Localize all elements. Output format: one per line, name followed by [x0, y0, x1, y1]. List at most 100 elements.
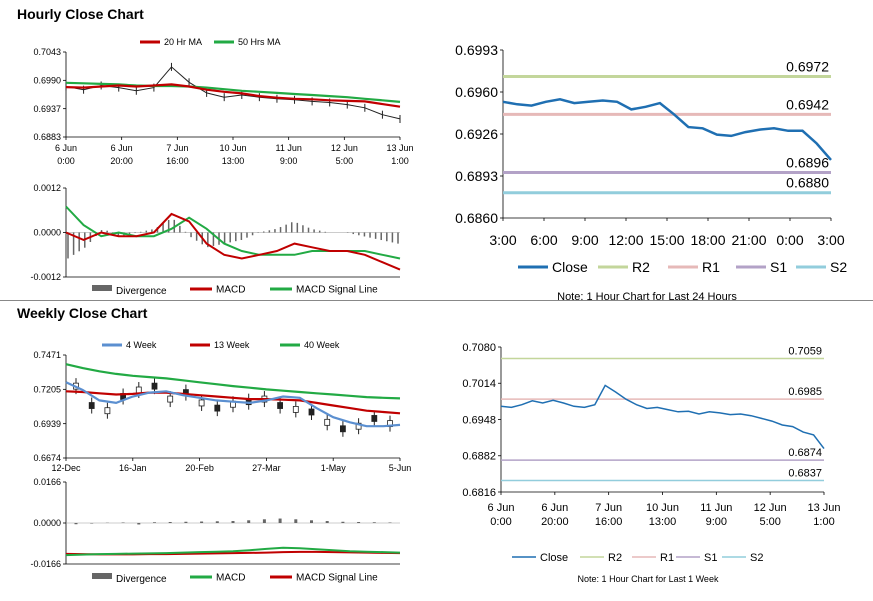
lastweek-xtick-label: 13:00 [649, 516, 677, 528]
hourly-price-xtick-label: 5:00 [336, 156, 354, 166]
weekly-price-xtick-label: 27-Mar [252, 463, 281, 473]
legend-macd-signal-label: MACD Signal Line [296, 285, 378, 296]
weekly-candle-body [167, 395, 174, 403]
last24-xtick-label: 9:00 [571, 232, 598, 248]
legend-divergence-label: Divergence [116, 286, 167, 297]
lastweek-level-label-r2: 0.7059 [788, 346, 822, 358]
weekly-candle-body [88, 402, 95, 409]
hourly-close-line [65, 66, 401, 120]
lastweek-legend-close-label: Close [540, 552, 568, 564]
legend-ma50-label: 50 Hrs MA [238, 37, 281, 47]
lastweek-xtick-label: 13 Jun [807, 502, 840, 514]
last24-level-label-r2: 0.6972 [786, 59, 829, 75]
lastweek-xtick-label: 0:00 [490, 516, 511, 528]
lastweek-legend-r1-label: R1 [660, 552, 674, 564]
weekly-price-ytick-label: 0.7205 [33, 384, 61, 394]
hourly-price-ytick-label: 0.6883 [33, 132, 61, 142]
weekly-candle-body [214, 404, 221, 412]
lastweek-ytick-label: 0.6882 [462, 451, 496, 463]
lastweek-level-label-s1: 0.6874 [788, 447, 822, 459]
last24-ytick-label: 0.6893 [455, 168, 498, 184]
last24-legend-r1-label: R1 [702, 259, 720, 275]
lastweek-legend-s1-label: S1 [704, 552, 717, 564]
weekly-macd-ytick-label: 0.0000 [33, 518, 61, 528]
hourly-section-title: Hourly Close Chart [17, 6, 144, 22]
lastweek-ytick-label: 0.7080 [462, 342, 496, 354]
lastweek-ytick-label: 0.6816 [462, 487, 496, 499]
lastweek-legend-r2-label: R2 [608, 552, 622, 564]
weekly-price-xtick-label: 5-Jun [389, 463, 412, 473]
hourly-price-xtick-label: 13 Jun [386, 143, 413, 153]
week40-line [65, 363, 401, 400]
hourly-macd-ytick-label: 0.0000 [33, 228, 61, 238]
hourly-price-xtick-label: 13:00 [222, 156, 245, 166]
lastweek-xtick-label: 10 Jun [646, 502, 679, 514]
last24-level-label-r1: 0.6942 [786, 96, 829, 112]
hourly-price-ytick-label: 0.6990 [33, 75, 61, 85]
hourly-macd-ytick-label: -0.0012 [30, 272, 61, 282]
weekly-candle-body [371, 415, 378, 422]
hourly-price-ytick-label: 0.7043 [33, 47, 61, 57]
hourly-price-xtick-label: 16:00 [166, 156, 189, 166]
hourly-macd-line [65, 212, 401, 271]
weekly-candle-body [135, 386, 142, 394]
lastweek-xtick-label: 5:00 [759, 516, 780, 528]
weekly-candle-body [104, 407, 111, 415]
lastweek-ytick-label: 0.7014 [462, 378, 496, 390]
lastweek-xtick-label: 12 Jun [754, 502, 787, 514]
hourly-price-xtick-label: 1:00 [391, 156, 409, 166]
lastweek-xtick-label: 6 Jun [488, 502, 515, 514]
lastweek-xtick-label: 11 Jun [700, 502, 732, 514]
ma20-line [65, 83, 401, 108]
lastweek-legend-s2-label: S2 [750, 552, 763, 564]
weekly-candle-body [198, 399, 205, 407]
last24-xtick-label: 18:00 [690, 232, 725, 248]
last24-close-line [502, 98, 832, 161]
legend-week4-label: 4 Week [126, 340, 157, 350]
weekly-section-title: Weekly Close Chart [17, 305, 148, 321]
weekly-candle-body [292, 406, 299, 413]
legend-divergence-swatch [92, 285, 112, 291]
legend-ma20-label: 20 Hr MA [164, 37, 202, 47]
last24-level-label-s2: 0.6880 [786, 175, 829, 191]
last24-legend-close-label: Close [552, 259, 588, 275]
lastweek-xtick-label: 1:00 [813, 516, 834, 528]
section-divider [0, 300, 873, 301]
last24-note: Note: 1 Hour Chart for Last 24 Hours [557, 291, 737, 303]
weekly-candle-body [308, 408, 315, 416]
hourly-price-xtick-label: 20:00 [110, 156, 133, 166]
hourly-price-xtick-label: 10 Jun [219, 143, 246, 153]
weekly-price-xtick-label: 1-May [321, 463, 347, 473]
lastweek-ytick-label: 0.6948 [462, 414, 496, 426]
last24-xtick-label: 3:00 [489, 232, 516, 248]
hourly-price-xtick-label: 6 Jun [55, 143, 77, 153]
last24-xtick-label: 21:00 [731, 232, 766, 248]
legend-macd-label: MACD [216, 285, 245, 296]
weekly-price-ytick-label: 0.6939 [33, 419, 61, 429]
weekly-price-ytick-label: 0.7471 [33, 350, 61, 360]
lastweek-close-line [500, 384, 825, 450]
weekly-legend-macd-label: MACD [216, 573, 245, 584]
lastweek-xtick-label: 6 Jun [541, 502, 568, 514]
weekly-legend-divergence-swatch [92, 573, 112, 579]
lastweek-xtick-label: 20:00 [541, 516, 569, 528]
last24-ytick-label: 0.6993 [455, 42, 498, 58]
hourly-price-xtick-label: 9:00 [280, 156, 298, 166]
weekly-price-xtick-label: 16-Jan [119, 463, 147, 473]
last24-legend-r2-label: R2 [632, 259, 650, 275]
last24-xtick-label: 3:00 [817, 232, 844, 248]
hourly-price-xtick-label: 11 Jun [275, 143, 301, 153]
week4-line [65, 381, 401, 428]
legend-week13-label: 13 Week [214, 340, 250, 350]
lastweek-note: Note: 1 Hour Chart for Last 1 Week [578, 574, 719, 584]
last24-xtick-label: 6:00 [530, 232, 557, 248]
hourly-macd-ytick-label: 0.0012 [33, 183, 61, 193]
last24-xtick-label: 0:00 [776, 232, 803, 248]
lastweek-xtick-label: 16:00 [595, 516, 623, 528]
hourly-price-xtick-label: 12 Jun [331, 143, 358, 153]
hourly-price-xtick-label: 7 Jun [166, 143, 188, 153]
hourly-price-xtick-label: 0:00 [57, 156, 75, 166]
weekly-legend-divergence-label: Divergence [116, 574, 167, 585]
last24-ytick-label: 0.6960 [455, 84, 498, 100]
